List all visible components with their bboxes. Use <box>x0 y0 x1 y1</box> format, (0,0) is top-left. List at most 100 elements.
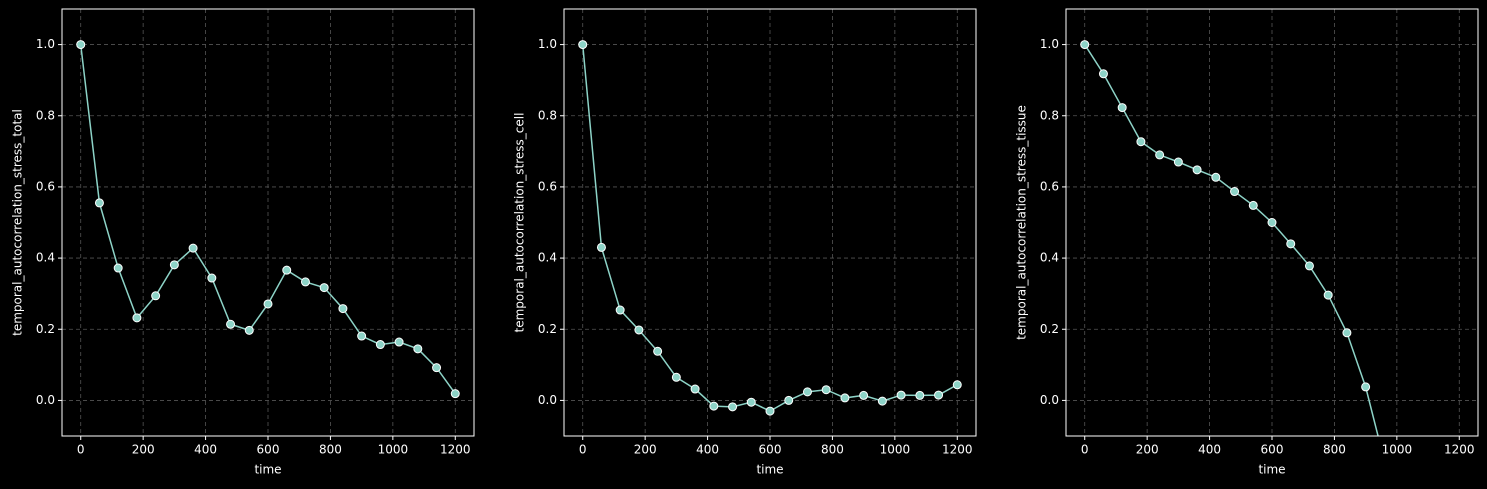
y-tick-label: 0.2 <box>36 322 55 336</box>
data-point <box>821 385 831 395</box>
x-tick-label: 600 <box>759 443 782 457</box>
y-tick-label: 1.0 <box>36 37 55 51</box>
data-point <box>690 384 700 394</box>
x-tick-label: 400 <box>1198 443 1221 457</box>
data-point <box>1267 218 1277 227</box>
axes-frame <box>61 8 475 437</box>
y-tick-label: 1.0 <box>1040 37 1059 51</box>
data-point <box>394 337 404 347</box>
x-tick-label: 800 <box>821 443 844 457</box>
y-axis-label: temporal_autocorrelation_stress_cell <box>513 113 527 333</box>
subplot: 0.0 0.2 0.4 0.6 0.8 1.0 0 200 400 600 800 1000 1200 t… <box>513 8 977 477</box>
y-tick-label: 0.0 <box>1040 393 1059 407</box>
data-point <box>615 305 625 315</box>
y-axis-label: temporal_autocorrelation_stress_total <box>11 109 25 336</box>
data-point <box>784 395 794 405</box>
y-tick-label: 0.4 <box>538 251 557 265</box>
x-tick-label: 600 <box>1261 443 1284 457</box>
data-point <box>671 372 681 382</box>
plot-area <box>578 40 962 416</box>
data-point <box>132 313 142 323</box>
x-tick-label: 1000 <box>880 443 911 457</box>
x-tick-label: 200 <box>634 443 657 457</box>
y-tick-label: 1.0 <box>538 37 557 51</box>
y-tick-label: 0.8 <box>538 108 557 122</box>
x-tick-label: 800 <box>1323 443 1346 457</box>
data-point <box>1155 150 1165 160</box>
y-tick-label: 0.0 <box>36 393 55 407</box>
x-tick-label: 1000 <box>1382 443 1413 457</box>
data-point <box>1230 187 1240 197</box>
data-point <box>1380 457 1388 465</box>
data-point <box>1117 103 1127 113</box>
y-tick-label: 0.2 <box>1040 322 1059 336</box>
data-point <box>319 283 329 293</box>
x-tick-label: 400 <box>696 443 719 457</box>
data-point <box>76 40 86 50</box>
data-point <box>338 304 348 314</box>
y-tick-label: 0.2 <box>538 322 557 336</box>
data-point <box>896 390 906 400</box>
x-tick-label: 200 <box>132 443 155 457</box>
data-point <box>634 325 644 335</box>
data-point <box>1286 239 1296 249</box>
data-point <box>432 363 442 373</box>
data-point <box>1192 165 1202 175</box>
x-axis-label: time <box>254 463 281 477</box>
data-point <box>915 390 925 400</box>
data-point <box>802 387 812 397</box>
x-tick-label: 400 <box>194 443 217 457</box>
data-point <box>1361 382 1371 392</box>
axes-frame <box>563 8 977 437</box>
data-point <box>859 390 869 400</box>
data-point <box>1080 40 1090 50</box>
y-tick-label: 0.8 <box>36 108 55 122</box>
data-point <box>746 397 756 407</box>
data-point <box>375 340 385 350</box>
y-tick-label: 0.6 <box>1040 179 1059 193</box>
data-point <box>413 344 423 354</box>
data-point <box>728 402 738 412</box>
data-point <box>1098 69 1108 79</box>
x-tick-label: 800 <box>319 443 342 457</box>
y-tick-label: 0.4 <box>36 251 55 265</box>
x-tick-label: 1000 <box>378 443 409 457</box>
data-point <box>244 325 254 335</box>
data-point <box>188 243 198 253</box>
data-point <box>653 346 663 356</box>
data-point <box>578 40 588 50</box>
data-point <box>709 401 719 411</box>
x-axis-label: time <box>1258 463 1285 477</box>
data-point <box>596 242 606 252</box>
data-point <box>113 263 123 273</box>
data-point <box>169 260 179 270</box>
x-tick-label: 600 <box>257 443 280 457</box>
data-point <box>840 393 850 403</box>
data-point <box>226 319 236 329</box>
y-tick-label: 0.4 <box>1040 251 1059 265</box>
data-point <box>94 198 104 208</box>
x-tick-label: 0 <box>579 443 587 457</box>
data-point <box>1248 200 1258 210</box>
plot-area <box>76 40 460 399</box>
x-tick-label: 1200 <box>1444 443 1475 457</box>
subplot: 0.0 0.2 0.4 0.6 0.8 1.0 0 200 400 600 800 1000 1200 t… <box>1015 8 1479 477</box>
y-tick-label: 0.8 <box>1040 108 1059 122</box>
data-point <box>1342 328 1352 338</box>
data-point <box>934 390 944 400</box>
y-tick-label: 0.6 <box>538 179 557 193</box>
data-point <box>207 273 217 283</box>
x-tick-label: 0 <box>77 443 85 457</box>
x-tick-label: 200 <box>1136 443 1159 457</box>
data-point <box>1211 172 1221 182</box>
data-point <box>450 389 460 399</box>
data-point <box>952 380 962 390</box>
y-tick-label: 0.6 <box>36 179 55 193</box>
x-tick-label: 0 <box>1081 443 1089 457</box>
data-point <box>765 406 775 416</box>
data-point <box>1136 137 1146 147</box>
data-point <box>877 396 887 406</box>
data-point <box>263 299 273 309</box>
x-tick-label: 1200 <box>942 443 973 457</box>
data-point <box>1323 290 1333 300</box>
